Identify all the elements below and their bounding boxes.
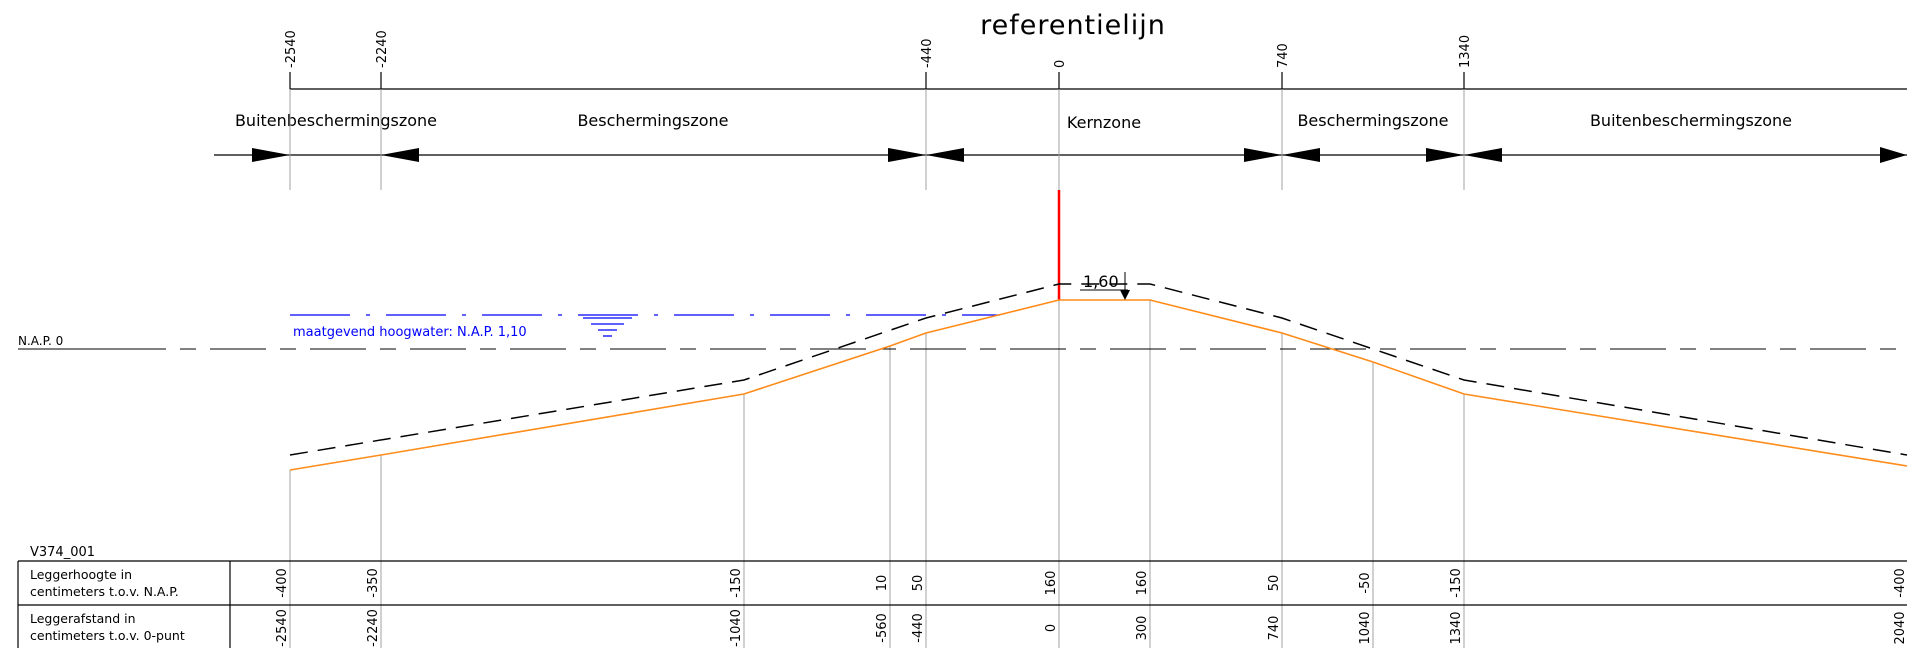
top-tick-labels: -2540 -2240 -440 0 740 1340: [284, 30, 1473, 68]
zone-labels: Buitenbeschermingszone Beschermingszone …: [235, 111, 1792, 132]
profile-verticals: [289, 300, 1465, 648]
height-value: 160: [1135, 571, 1150, 596]
nap-zero-label: N.A.P. 0: [18, 334, 63, 348]
distance-value: 1340: [1449, 611, 1464, 644]
height-values: -400 -350 -150 10 50 160 160 50 -50 -150…: [275, 568, 1907, 598]
zone-label-outer-protection-left: Buitenbeschermingszone: [235, 111, 437, 130]
legger-table: [17, 560, 1907, 648]
height-value: 50: [1267, 575, 1282, 592]
upper-zone-guides: [289, 89, 1465, 190]
distance-value: -440: [911, 613, 926, 643]
legger-profile: [289, 299, 1907, 471]
dashed-outer-profile: [289, 283, 1907, 456]
table-row-labels: Leggerhoogte in centimeters t.o.v. N.A.P…: [30, 567, 185, 643]
top-tick-label: 740: [1276, 43, 1291, 68]
drawing-title: referentielijn: [980, 10, 1166, 41]
top-tick-label: -2240: [375, 30, 390, 68]
crest-height-label: 1,60: [1083, 272, 1119, 291]
height-row-label-line2: centimeters t.o.v. N.A.P.: [30, 584, 179, 599]
distance-value: 2040: [1893, 611, 1907, 644]
height-value: 10: [875, 575, 890, 592]
top-tick-label: 1340: [1458, 35, 1473, 68]
height-value: -50: [1358, 572, 1373, 593]
zone-label-core: Kernzone: [1067, 113, 1141, 132]
design-high-water-label: maatgevend hoogwater: N.A.P. 1,10: [293, 325, 527, 340]
height-value: -400: [275, 568, 290, 598]
zone-label-protection-right: Beschermingszone: [1297, 111, 1448, 130]
distance-value: -2240: [366, 609, 381, 647]
distance-row-label-line1: Leggerafstand in: [30, 611, 136, 626]
height-value: -400: [1893, 568, 1907, 598]
top-ticks: [289, 72, 1465, 89]
distance-value: 1040: [1358, 611, 1373, 644]
profile-id: V374_001: [30, 545, 95, 560]
crest-height-annotation: 1,60: [1080, 272, 1130, 300]
distance-value: 740: [1267, 616, 1282, 641]
height-value: -150: [1449, 568, 1464, 598]
distance-value: -560: [875, 613, 890, 643]
water-level-symbol: [583, 317, 632, 337]
distance-row-label-line2: centimeters t.o.v. 0-punt: [30, 628, 185, 643]
top-tick-label: -440: [920, 38, 935, 68]
height-value: -150: [729, 568, 744, 598]
distance-value: -2540: [275, 609, 290, 647]
distance-value: -1040: [729, 609, 744, 647]
zone-arrowheads: [252, 147, 1907, 163]
zone-label-protection-left: Beschermingszone: [577, 111, 728, 130]
distance-value: 300: [1135, 616, 1150, 641]
height-value: 160: [1044, 571, 1059, 596]
height-row-label-line1: Leggerhoogte in: [30, 567, 132, 582]
top-tick-label: 0: [1053, 60, 1068, 68]
distance-value: 0: [1044, 624, 1059, 632]
height-value: 50: [911, 575, 926, 592]
distance-values: -2540 -2240 -1040 -560 -440 0 300 740 10…: [275, 609, 1907, 647]
zone-label-outer-protection-right: Buitenbeschermingszone: [1590, 111, 1792, 130]
height-value: -350: [366, 568, 381, 598]
top-tick-label: -2540: [284, 30, 299, 68]
